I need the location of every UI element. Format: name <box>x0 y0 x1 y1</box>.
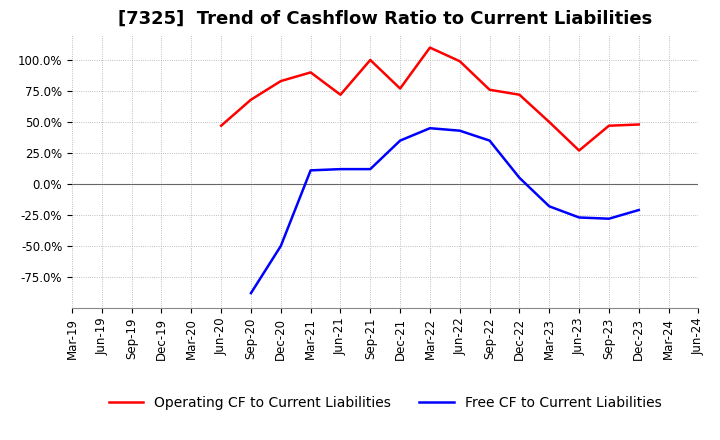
Operating CF to Current Liabilities <box>515 92 523 97</box>
Operating CF to Current Liabilities <box>575 148 583 153</box>
Operating CF to Current Liabilities <box>456 59 464 64</box>
Free CF to Current Liabilities <box>545 204 554 209</box>
Free CF to Current Liabilities <box>396 138 405 143</box>
Free CF to Current Liabilities <box>605 216 613 221</box>
Free CF to Current Liabilities <box>426 125 434 131</box>
Free CF to Current Liabilities <box>456 128 464 133</box>
Free CF to Current Liabilities <box>247 290 256 296</box>
Line: Free CF to Current Liabilities: Free CF to Current Liabilities <box>251 128 639 293</box>
Operating CF to Current Liabilities <box>366 57 374 62</box>
Free CF to Current Liabilities <box>366 166 374 172</box>
Operating CF to Current Liabilities <box>485 87 494 92</box>
Free CF to Current Liabilities <box>306 168 315 173</box>
Line: Operating CF to Current Liabilities: Operating CF to Current Liabilities <box>221 48 639 150</box>
Free CF to Current Liabilities <box>634 207 643 213</box>
Free CF to Current Liabilities <box>485 138 494 143</box>
Title: [7325]  Trend of Cashflow Ratio to Current Liabilities: [7325] Trend of Cashflow Ratio to Curren… <box>118 10 652 28</box>
Operating CF to Current Liabilities <box>336 92 345 97</box>
Free CF to Current Liabilities <box>336 166 345 172</box>
Operating CF to Current Liabilities <box>276 78 285 84</box>
Operating CF to Current Liabilities <box>217 123 225 128</box>
Free CF to Current Liabilities <box>515 175 523 180</box>
Operating CF to Current Liabilities <box>396 86 405 91</box>
Operating CF to Current Liabilities <box>634 122 643 127</box>
Operating CF to Current Liabilities <box>247 97 256 103</box>
Operating CF to Current Liabilities <box>306 70 315 75</box>
Free CF to Current Liabilities <box>575 215 583 220</box>
Operating CF to Current Liabilities <box>426 45 434 50</box>
Free CF to Current Liabilities <box>276 243 285 249</box>
Operating CF to Current Liabilities <box>545 119 554 125</box>
Operating CF to Current Liabilities <box>605 123 613 128</box>
Legend: Operating CF to Current Liabilities, Free CF to Current Liabilities: Operating CF to Current Liabilities, Fre… <box>103 391 667 416</box>
